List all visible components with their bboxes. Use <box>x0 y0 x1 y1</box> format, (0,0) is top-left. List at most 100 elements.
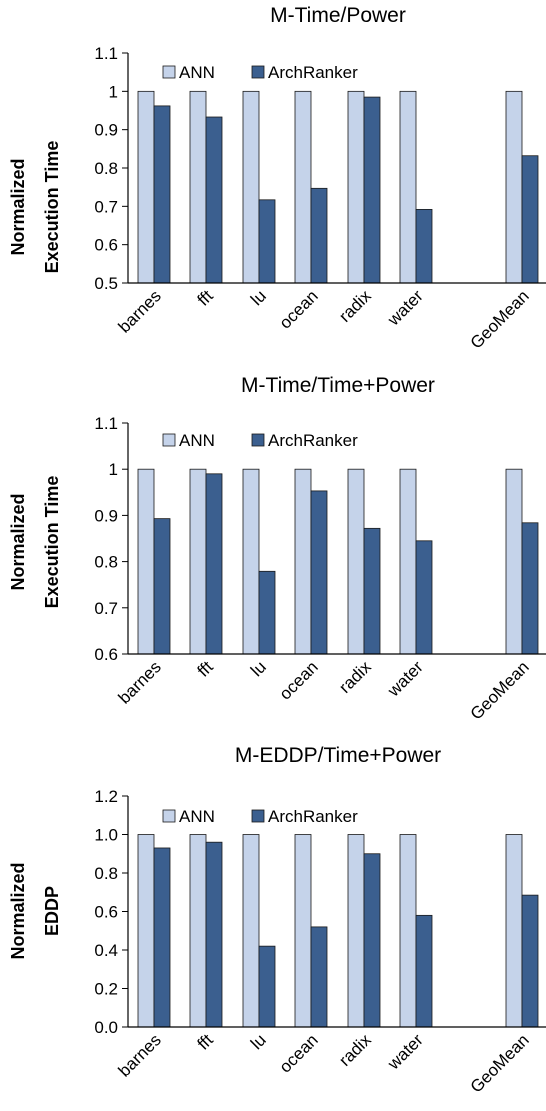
y-axis-label: Normalized <box>8 158 28 255</box>
chart-m-time-time-power: M-Time/Time+Power Normalized Execution Tim… <box>8 374 546 724</box>
bar-archranker-geomean <box>521 155 539 284</box>
bar-archranker-lu <box>258 199 276 284</box>
bar-archranker-lu <box>258 570 276 655</box>
x-tick-label: ocean <box>276 657 322 703</box>
chart-m-eddp-time-power: M-EDDP/Time+Power Normalized EDDP 0.0 0.2 0.4… <box>8 744 546 1097</box>
legend-swatch <box>251 65 265 79</box>
x-tick-label: water <box>383 286 427 330</box>
bar-ann-water <box>399 468 417 655</box>
bar-archranker-barnes <box>153 105 171 284</box>
bar-archranker-geomean <box>521 522 539 655</box>
y-tick-label: 0.6 <box>94 645 118 664</box>
bar-ann-geomean <box>505 834 523 1028</box>
y-tick-label: 1.0 <box>94 826 118 845</box>
bar-archranker-radix <box>363 853 381 1028</box>
bar-ann-water <box>399 834 417 1028</box>
chart-title: M-EDDP/Time+Power <box>235 744 441 767</box>
x-tick-label: fft <box>194 657 217 680</box>
bar-ann-ocean <box>294 468 312 655</box>
x-tick-label: lu <box>247 1030 270 1053</box>
bar-ann-lu <box>242 90 260 284</box>
bar-ann-fft <box>189 834 207 1028</box>
bar-ann-geomean <box>505 90 523 284</box>
legend-label: ANN <box>179 63 215 82</box>
y-axis-label: Normalized <box>8 862 28 959</box>
bar-ann-fft <box>189 468 207 655</box>
legend-label: ArchRanker <box>268 63 358 82</box>
y-tick-label: 1 <box>109 460 118 479</box>
x-tick-label: radix <box>335 1030 375 1070</box>
legend-swatch <box>162 433 176 447</box>
bar-ann-ocean <box>294 90 312 284</box>
y-axis-label: EDDP <box>42 886 62 936</box>
bar-ann-ocean <box>294 834 312 1028</box>
bar-ann-lu <box>242 834 260 1028</box>
x-tick-label: GeoMean <box>467 286 533 352</box>
bar-ann-geomean <box>505 468 523 655</box>
x-tick-label: barnes <box>115 1030 165 1080</box>
x-tick-label: GeoMean <box>467 1030 533 1096</box>
legend-swatch <box>251 809 265 823</box>
x-tick-label: radix <box>335 657 375 697</box>
x-tick-label: ocean <box>276 286 322 332</box>
legend-label: ArchRanker <box>268 807 358 826</box>
chart-title: M-Time/Time+Power <box>241 374 435 397</box>
legend-label: ANN <box>179 431 215 450</box>
legend-swatch <box>162 65 176 79</box>
chart-title: M-Time/Power <box>270 4 406 27</box>
x-tick-label: lu <box>247 286 270 309</box>
bar-ann-water <box>399 90 417 284</box>
bar-ann-barnes <box>137 90 155 284</box>
y-tick-label: 0.4 <box>94 941 118 960</box>
y-axis-label: Execution Time <box>42 141 62 274</box>
y-tick-label: 0.8 <box>94 159 118 178</box>
bar-ann-fft <box>189 90 207 284</box>
x-tick-label: fft <box>194 286 217 309</box>
y-axis-label: Normalized <box>8 493 28 590</box>
chart-m-time-power: M-Time/Power Normalized Execution Time 0.5 0… <box>8 4 546 353</box>
legend-label: ANN <box>179 807 215 826</box>
bar-archranker-fft <box>205 841 223 1028</box>
x-tick-label: fft <box>194 1030 217 1053</box>
y-tick-label: 0.8 <box>94 864 118 883</box>
bar-ann-lu <box>242 468 260 655</box>
bar-ann-radix <box>347 468 365 655</box>
y-tick-label: 0.9 <box>94 506 118 525</box>
bar-ann-barnes <box>137 468 155 655</box>
y-tick-label: 1.1 <box>94 414 118 433</box>
y-tick-label: 0.7 <box>94 197 118 216</box>
legend-label: ArchRanker <box>268 431 358 450</box>
y-tick-label: 0.8 <box>94 553 118 572</box>
x-tick-label: water <box>383 1030 427 1074</box>
bar-archranker-fft <box>205 473 223 655</box>
bar-archranker-ocean <box>310 926 328 1028</box>
x-tick-label: barnes <box>115 286 165 336</box>
x-tick-label: ocean <box>276 1030 322 1076</box>
bar-archranker-water <box>415 540 433 655</box>
y-tick-label: 0.5 <box>94 274 118 293</box>
y-tick-label: 0.6 <box>94 903 118 922</box>
legend-swatch <box>251 433 265 447</box>
x-tick-label: barnes <box>115 657 165 707</box>
x-tick-label: GeoMean <box>467 657 533 723</box>
bar-archranker-lu <box>258 945 276 1028</box>
x-tick-label: water <box>383 657 427 701</box>
legend-swatch <box>162 809 176 823</box>
bar-archranker-radix <box>363 527 381 655</box>
bar-archranker-ocean <box>310 490 328 655</box>
y-tick-label: 1.2 <box>94 787 118 806</box>
bar-archranker-barnes <box>153 847 171 1028</box>
bar-archranker-barnes <box>153 518 171 655</box>
bar-archranker-fft <box>205 116 223 284</box>
x-tick-label: radix <box>335 286 375 326</box>
y-tick-label: 0.7 <box>94 599 118 618</box>
bar-archranker-water <box>415 208 433 284</box>
y-tick-label: 0.6 <box>94 236 118 255</box>
bar-ann-radix <box>347 834 365 1028</box>
bar-archranker-geomean <box>521 894 539 1028</box>
x-tick-label: lu <box>247 657 270 680</box>
y-tick-label: 0.0 <box>94 1018 118 1037</box>
bar-ann-radix <box>347 90 365 284</box>
y-tick-label: 0.9 <box>94 121 118 140</box>
